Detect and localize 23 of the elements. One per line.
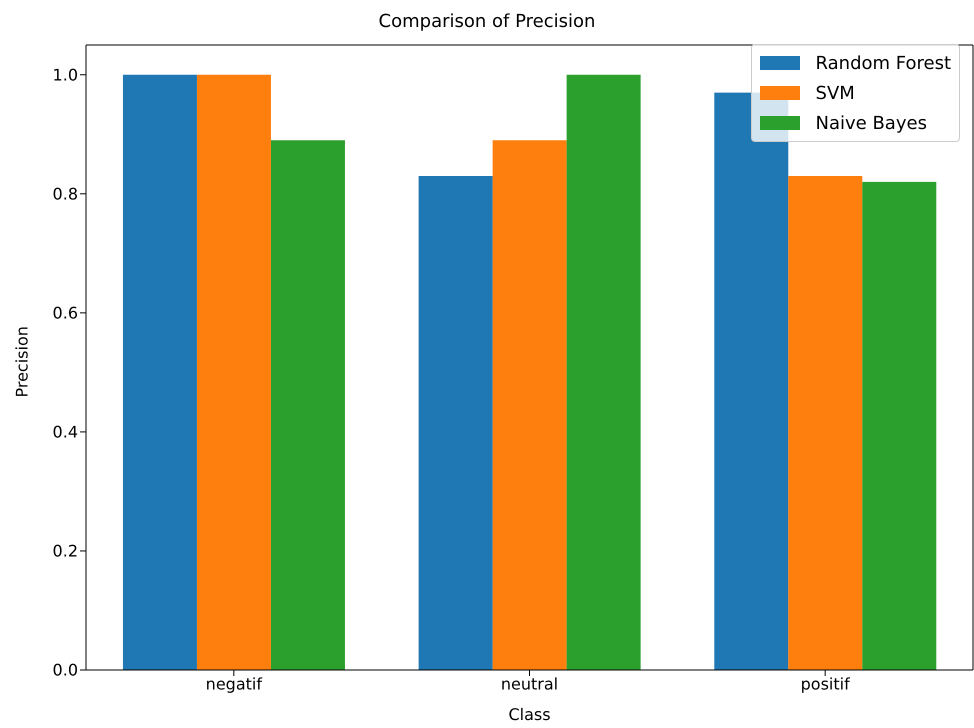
y-axis-title: Precision <box>12 326 32 398</box>
y-tick-label: 1.0 <box>52 65 78 84</box>
x-tick-label: neutral <box>500 674 558 694</box>
legend-label: Random Forest <box>816 52 951 74</box>
bar <box>196 74 271 670</box>
y-tick-label: 0.0 <box>52 660 78 680</box>
x-tick-label: positif <box>800 674 850 694</box>
bar <box>788 176 862 670</box>
y-tick-label: 0.8 <box>52 184 78 204</box>
legend-label: Naive Bayes <box>816 112 927 134</box>
bar <box>862 182 936 670</box>
chart-title: Comparison of Precision <box>378 10 596 34</box>
x-axis-title: Class <box>508 705 551 724</box>
bar <box>492 140 567 670</box>
bar <box>418 176 493 670</box>
legend-label: SVM <box>816 82 855 104</box>
bar <box>122 74 197 670</box>
bar <box>270 140 345 670</box>
bar <box>566 74 641 670</box>
y-tick-label: 0.4 <box>52 422 78 442</box>
x-tick-label: negatif <box>206 674 262 694</box>
y-tick-label: 0.6 <box>52 304 78 323</box>
y-tick-label: 0.2 <box>52 542 78 561</box>
